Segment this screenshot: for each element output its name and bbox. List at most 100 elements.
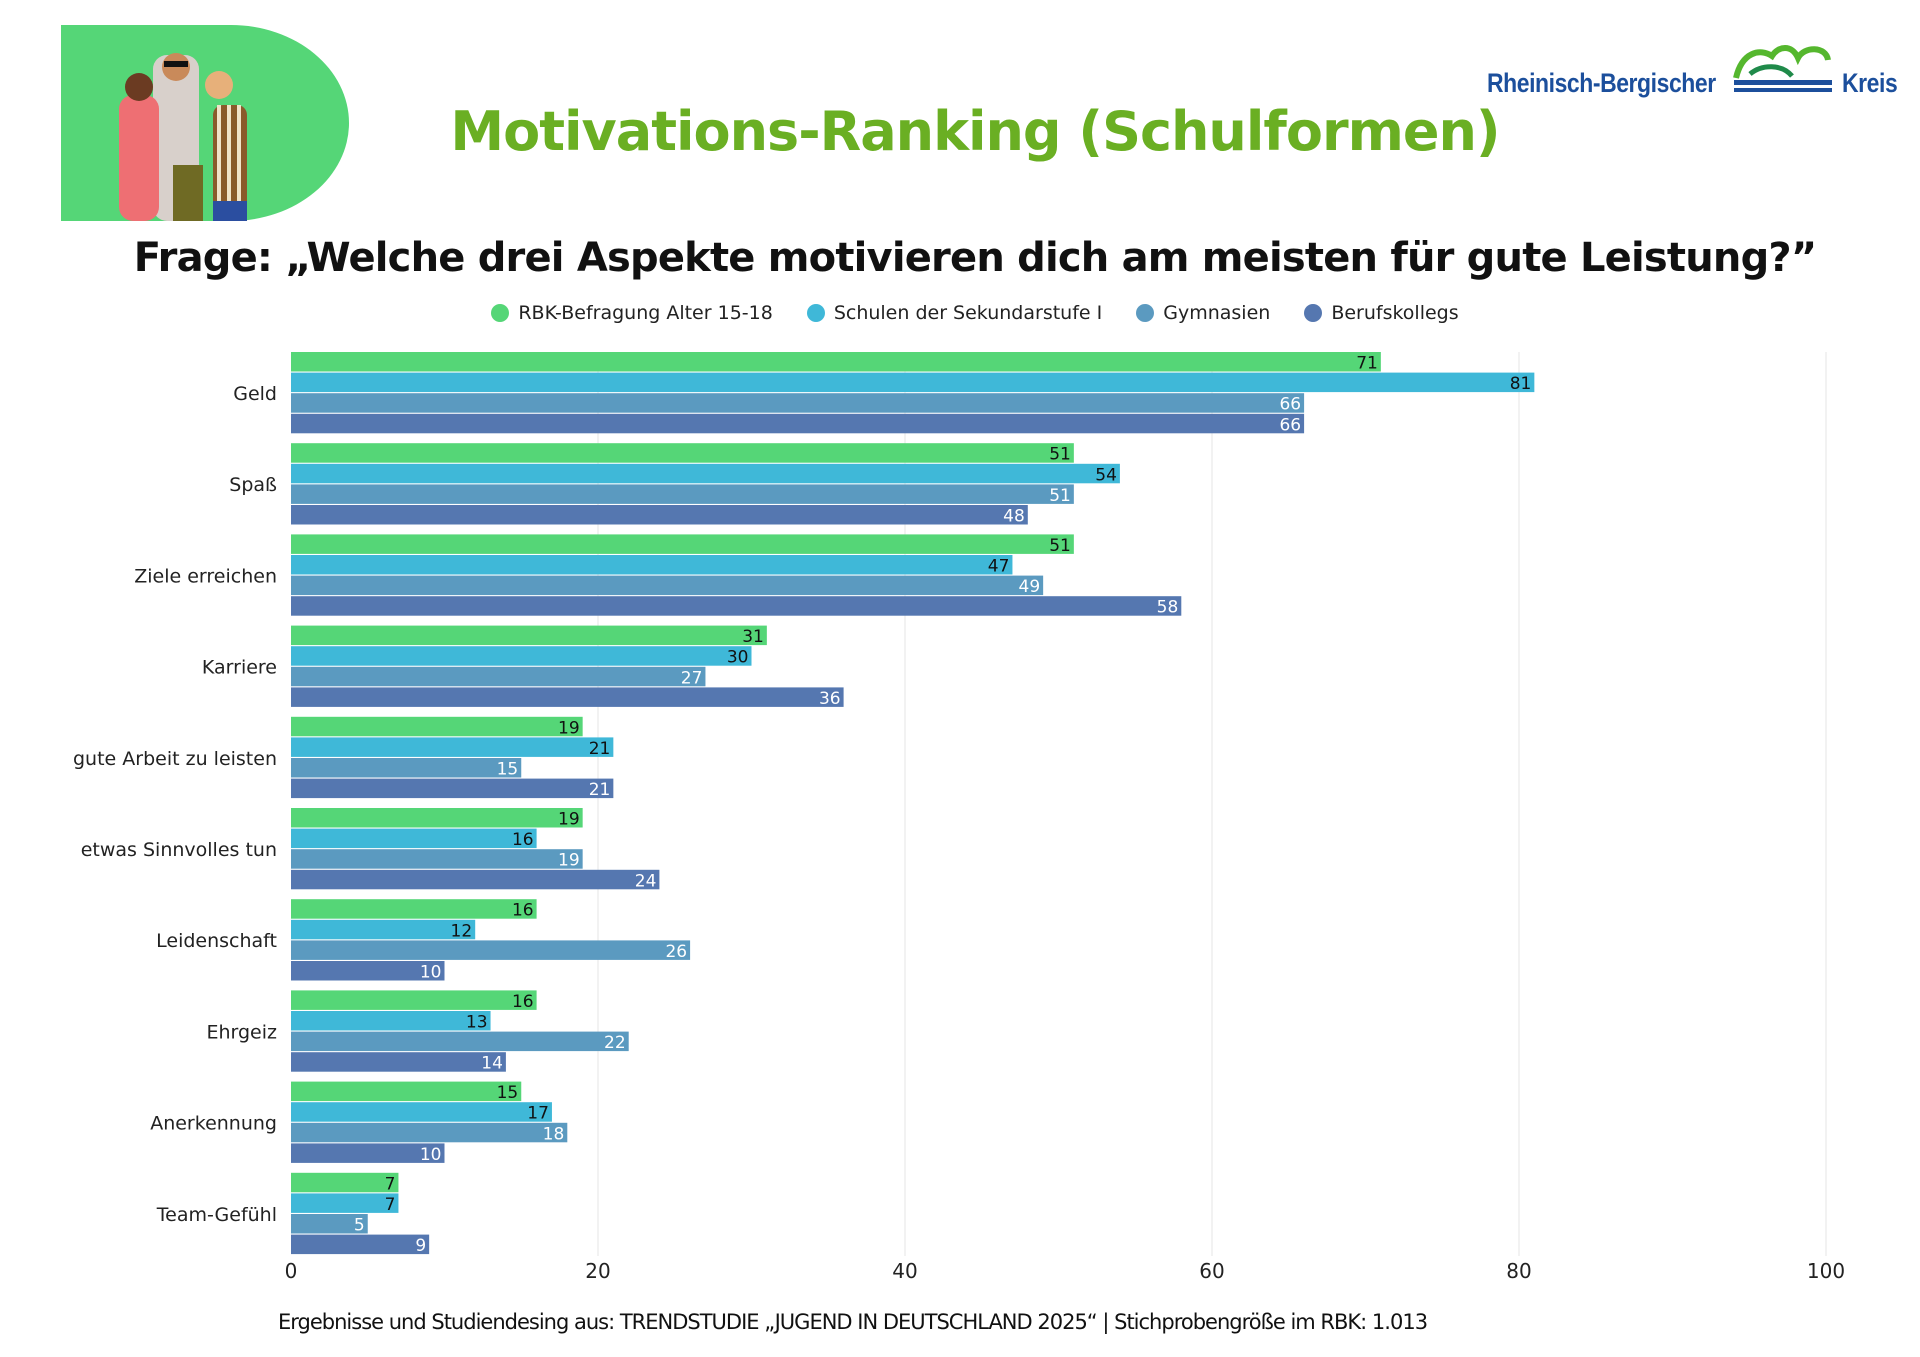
bar (291, 505, 1028, 525)
legend-label: Schulen der Sekundarstufe I (833, 302, 1103, 324)
bar-value-label: 71 (1356, 354, 1378, 374)
category-label: Anerkennung (150, 1113, 277, 1135)
bar-value-label: 19 (558, 851, 580, 871)
bar (291, 1102, 552, 1122)
bar-value-label: 21 (589, 780, 611, 800)
bar (291, 1052, 506, 1072)
bar-value-label: 48 (1003, 507, 1025, 527)
bar-value-label: 47 (988, 557, 1010, 577)
bar-value-label: 26 (665, 942, 687, 962)
legend-item: Schulen der Sekundarstufe I (806, 302, 1103, 324)
category-label: Team-Gefühl (156, 1204, 277, 1226)
bar (291, 849, 583, 869)
bar (291, 463, 1120, 484)
bar-value-label: 17 (527, 1104, 549, 1124)
bar-value-label: 9 (415, 1236, 426, 1256)
category-label: Ziele erreichen (134, 565, 277, 587)
bar (291, 919, 476, 940)
bar (291, 828, 537, 849)
bar (291, 808, 583, 828)
legend-dot-icon (1136, 304, 1155, 322)
bar-value-label: 15 (497, 1083, 519, 1103)
bar-value-label: 27 (681, 668, 703, 688)
bar (291, 443, 1074, 463)
chart-legend: RBK-Befragung Alter 15-18 Schulen der Se… (0, 302, 1920, 324)
legend-dot-icon (491, 304, 510, 322)
bar-value-label: 19 (558, 718, 580, 738)
bar-value-label: 22 (604, 1033, 626, 1053)
bar (291, 1031, 629, 1052)
bar (291, 899, 537, 919)
page-title: Motivations-Ranking (Schulformen) (450, 100, 1500, 163)
bar-value-label: 66 (1279, 415, 1301, 435)
bar (291, 990, 537, 1010)
category-label: Spaß (229, 474, 277, 496)
legend-dot-icon (1304, 304, 1323, 322)
bar (291, 575, 1044, 596)
bar-value-label: 54 (1095, 465, 1117, 485)
legend-label: Berufskollegs (1331, 302, 1459, 324)
chart-question: Frage: „Welche drei Aspekte motivieren d… (133, 235, 1817, 281)
bar (291, 940, 691, 960)
bar (291, 1172, 399, 1193)
bar-value-label: 10 (420, 1145, 442, 1165)
x-tick-label: 40 (892, 1259, 917, 1283)
bar (291, 534, 1074, 554)
bar-value-label: 7 (385, 1174, 396, 1194)
bar-value-label: 21 (589, 739, 611, 759)
bar-value-label: 24 (635, 871, 657, 891)
bar-value-label: 49 (1019, 577, 1041, 597)
bar (291, 1234, 430, 1255)
rbk-logo: Rheinisch-Bergischer Kreis (1484, 42, 1904, 102)
legend-label: RBK-Befragung Alter 15-18 (518, 302, 773, 324)
logo-waves-icon (1733, 45, 1832, 92)
logo-text-right: Kreis (1842, 68, 1898, 98)
bar-value-label: 36 (819, 689, 841, 709)
source-footer: Ergebnisse und Studiendesing aus: TRENDS… (278, 1310, 1428, 1334)
bar-value-label: 51 (1049, 536, 1071, 556)
bar (291, 666, 706, 687)
bar (291, 625, 767, 646)
legend-dot-icon (806, 304, 825, 322)
x-tick-label: 60 (1199, 1259, 1224, 1283)
people-illustration (61, 25, 349, 221)
legend-item: Berufskollegs (1304, 302, 1459, 324)
legend-label: Gymnasien (1163, 302, 1271, 324)
bar (291, 869, 660, 890)
x-tick-label: 0 (285, 1259, 298, 1283)
bar-value-label: 51 (1049, 486, 1071, 506)
bar-value-label: 18 (543, 1124, 565, 1144)
category-label: Geld (233, 383, 277, 405)
bar-value-label: 66 (1279, 395, 1301, 415)
x-tick-label: 80 (1506, 1259, 1531, 1283)
bar (291, 1011, 491, 1031)
bar (291, 737, 614, 757)
bar-value-label: 12 (451, 921, 473, 941)
bar (291, 484, 1074, 504)
category-label: Leidenschaft (156, 930, 277, 952)
legend-item: RBK-Befragung Alter 15-18 (491, 302, 773, 324)
bar (291, 961, 445, 981)
bar (291, 596, 1182, 616)
category-label: gute Arbeit zu leisten (73, 748, 277, 770)
bar (291, 778, 614, 799)
bar-value-label: 31 (742, 627, 764, 647)
bar-value-label: 16 (512, 901, 534, 921)
bar-value-label: 30 (727, 648, 749, 668)
bar-value-label: 15 (497, 760, 519, 780)
bar-value-label: 19 (558, 810, 580, 830)
bar (291, 1214, 368, 1234)
x-tick-label: 100 (1807, 1259, 1845, 1283)
bar (291, 1081, 522, 1102)
category-label: Ehrgeiz (206, 1021, 277, 1043)
bar (291, 555, 1013, 575)
bar-value-label: 81 (1510, 374, 1532, 394)
category-label: etwas Sinnvolles tun (81, 839, 277, 861)
bar-value-label: 51 (1049, 445, 1071, 465)
category-label: Karriere (202, 657, 277, 679)
logo-text-left: Rheinisch-Bergischer (1487, 68, 1716, 98)
bar-value-label: 10 (420, 963, 442, 983)
bar-value-label: 7 (385, 1195, 396, 1215)
bar (291, 716, 583, 737)
bar-value-label: 16 (512, 830, 534, 850)
